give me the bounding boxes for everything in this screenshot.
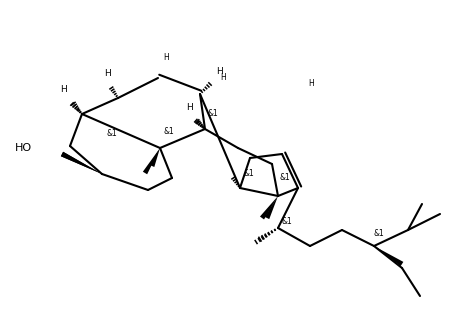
Text: &1: &1	[207, 110, 218, 118]
Text: H: H	[60, 85, 67, 95]
Polygon shape	[143, 148, 160, 174]
Polygon shape	[61, 152, 102, 174]
Text: H: H	[104, 69, 111, 79]
Text: &1: &1	[163, 126, 174, 136]
Polygon shape	[150, 148, 160, 167]
Text: &1: &1	[106, 128, 117, 138]
Polygon shape	[260, 196, 278, 219]
Text: &1: &1	[282, 216, 293, 226]
Text: H: H	[220, 73, 226, 82]
Text: H: H	[186, 103, 193, 112]
Text: H: H	[216, 67, 223, 76]
Text: &1: &1	[279, 173, 290, 183]
Polygon shape	[374, 246, 403, 266]
Polygon shape	[265, 196, 278, 219]
Text: H: H	[163, 53, 169, 63]
Text: HO: HO	[15, 143, 32, 153]
Polygon shape	[61, 152, 102, 174]
Text: &1: &1	[374, 230, 385, 239]
Text: &1: &1	[243, 170, 254, 179]
Text: H: H	[308, 80, 314, 88]
